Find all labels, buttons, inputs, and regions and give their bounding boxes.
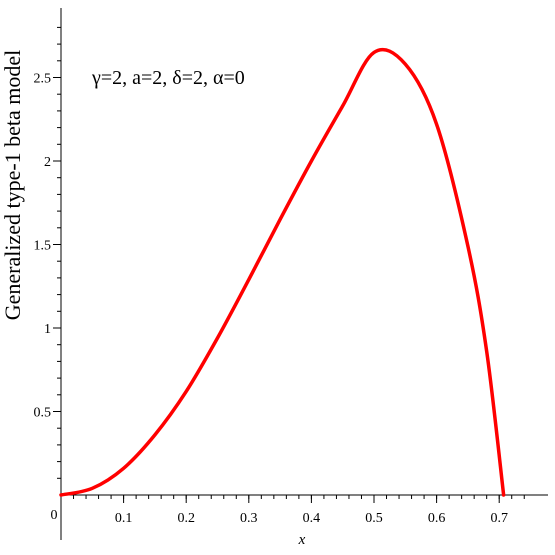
y-tick-label: 0.5	[34, 406, 52, 421]
y-tick-label: 1	[44, 322, 51, 337]
y-tick-label: 2	[44, 155, 51, 170]
x-tick-label: 0.7	[490, 511, 508, 526]
y-tick-label: 1.5	[34, 239, 52, 254]
x-tick-label: 0.6	[428, 511, 446, 526]
x-tick-label: 0.5	[365, 511, 383, 526]
series-layer	[59, 47, 506, 497]
labels: 0 Generalized type-1 beta model x γ=2, a…	[0, 50, 306, 548]
x-axis-title: x	[298, 532, 306, 548]
x-tick-label: 0.2	[177, 511, 195, 526]
y-tick-label: 2.5	[34, 72, 52, 87]
series-line	[59, 47, 506, 497]
origin-label: 0	[51, 508, 58, 523]
annotation: γ=2, a=2, δ=2, α=0	[91, 67, 245, 89]
ticks: 0.1 0.2 0.3 0.4 0.5 0.6 0.7 0.5 1 1.5 2 2.5	[34, 26, 525, 526]
x-tick-label: 0.3	[240, 511, 258, 526]
axes	[60, 8, 548, 540]
x-tick-label: 0.4	[303, 511, 321, 526]
y-axis-title: Generalized type-1 beta model	[0, 50, 25, 321]
x-tick-label: 0.1	[115, 511, 133, 526]
